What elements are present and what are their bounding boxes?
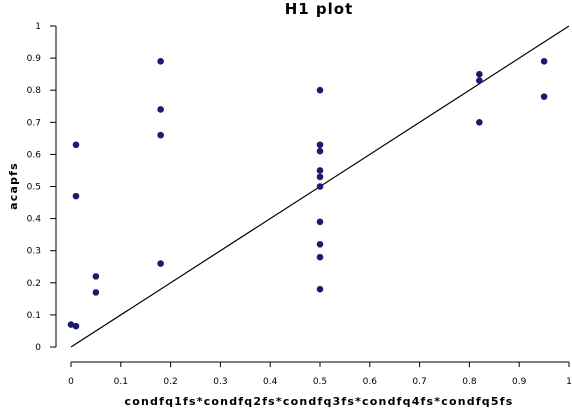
data-point	[316, 173, 324, 181]
data-point	[72, 141, 80, 149]
data-point	[316, 240, 324, 248]
x-tick-label: 0.5	[313, 377, 327, 387]
x-tick-label: 0.3	[213, 377, 227, 387]
data-point	[157, 106, 164, 113]
y-tick-label: 0.4	[27, 215, 42, 225]
y-tick-label: 0.8	[27, 86, 42, 96]
axes: 0 0.1 0.2 0.3 0.4 0.5 0.6 0.7 0.8 0.9 1 0 0.1 0.2 0.3 0…	[27, 22, 572, 387]
y-tick-label: 0.2	[27, 279, 41, 289]
data-point	[157, 131, 164, 139]
data-point	[540, 93, 548, 100]
data-point	[92, 289, 100, 296]
data-point	[476, 77, 483, 84]
data-points	[67, 58, 548, 330]
x-tick-label: 0.9	[512, 377, 527, 387]
y-axis-label: acapfs	[7, 162, 20, 210]
data-point	[67, 321, 75, 328]
y-tick-label: 0.9	[27, 54, 42, 64]
data-point	[72, 192, 80, 200]
chart-title: H1 plot	[285, 0, 354, 18]
y-tick-label: 0.1	[27, 311, 41, 321]
y-tick-label: 0	[35, 343, 41, 353]
data-point	[316, 253, 324, 261]
data-point	[72, 322, 80, 330]
x-tick-label: 0	[68, 377, 74, 387]
y-tick-label: 0.7	[27, 118, 41, 128]
data-point	[157, 260, 164, 267]
data-point	[540, 58, 548, 65]
x-tick-label: 0.2	[163, 377, 177, 387]
data-point	[316, 141, 324, 149]
data-point	[316, 285, 324, 293]
y-tick-label: 0.6	[27, 150, 42, 160]
data-point	[476, 70, 483, 78]
x-tick-label: 0.6	[363, 377, 378, 387]
data-point	[92, 273, 100, 280]
data-point	[316, 86, 324, 94]
data-point	[316, 147, 324, 155]
y-tick-label: 1	[35, 22, 41, 32]
data-point	[316, 167, 324, 174]
x-tick-label: 1	[566, 377, 572, 387]
data-point	[316, 218, 324, 226]
x-tick-label: 0.8	[462, 377, 477, 387]
x-axis-label: condfq1fs*condfq2fs*condfq3fs*condfq4fs*…	[125, 395, 514, 408]
x-tick-label: 0.1	[114, 377, 128, 387]
data-point	[476, 119, 483, 126]
x-tick-label: 0.4	[263, 377, 278, 387]
data-point	[316, 183, 324, 190]
y-tick-label: 0.5	[27, 183, 41, 193]
y-tick-label: 0.3	[27, 247, 41, 257]
x-tick-label: 0.7	[412, 377, 426, 387]
data-point	[157, 58, 164, 65]
